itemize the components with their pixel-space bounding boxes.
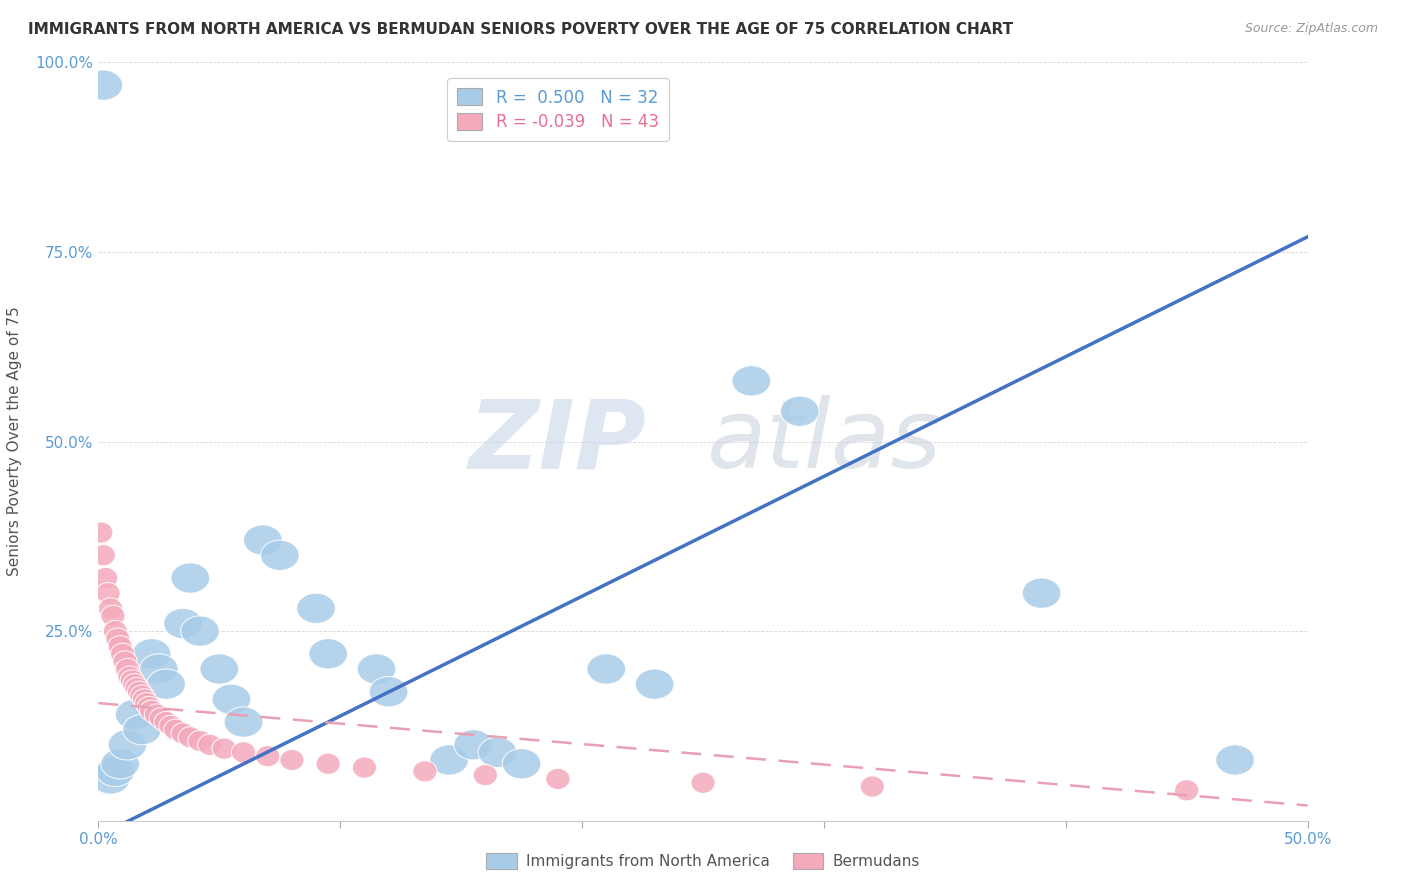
Ellipse shape: [101, 748, 139, 779]
Text: ZIP: ZIP: [470, 395, 647, 488]
Ellipse shape: [1174, 780, 1199, 801]
Ellipse shape: [129, 685, 155, 706]
Ellipse shape: [122, 673, 146, 695]
Ellipse shape: [120, 670, 145, 691]
Ellipse shape: [111, 643, 135, 665]
Ellipse shape: [128, 681, 152, 702]
Ellipse shape: [212, 684, 250, 714]
Ellipse shape: [353, 757, 377, 778]
Ellipse shape: [172, 563, 209, 593]
Ellipse shape: [1022, 578, 1062, 608]
Ellipse shape: [357, 654, 396, 684]
Ellipse shape: [316, 753, 340, 774]
Ellipse shape: [179, 727, 202, 747]
Ellipse shape: [91, 545, 115, 566]
Ellipse shape: [103, 621, 128, 641]
Ellipse shape: [172, 723, 195, 744]
Ellipse shape: [145, 704, 169, 725]
Ellipse shape: [188, 731, 212, 752]
Ellipse shape: [159, 715, 183, 737]
Ellipse shape: [212, 738, 236, 759]
Ellipse shape: [780, 396, 820, 426]
Ellipse shape: [224, 706, 263, 737]
Ellipse shape: [280, 749, 304, 771]
Ellipse shape: [135, 692, 159, 714]
Ellipse shape: [1216, 745, 1254, 775]
Ellipse shape: [733, 366, 770, 396]
Ellipse shape: [860, 776, 884, 797]
Ellipse shape: [454, 730, 492, 760]
Ellipse shape: [84, 70, 122, 100]
Ellipse shape: [138, 697, 162, 717]
Ellipse shape: [430, 745, 468, 775]
Ellipse shape: [155, 712, 179, 732]
Ellipse shape: [139, 700, 163, 722]
Ellipse shape: [636, 669, 673, 699]
Text: IMMIGRANTS FROM NORTH AMERICA VS BERMUDAN SENIORS POVERTY OVER THE AGE OF 75 COR: IMMIGRANTS FROM NORTH AMERICA VS BERMUDA…: [28, 22, 1014, 37]
Ellipse shape: [413, 761, 437, 782]
Ellipse shape: [98, 598, 122, 619]
Ellipse shape: [96, 756, 135, 787]
Ellipse shape: [586, 654, 626, 684]
Ellipse shape: [112, 651, 138, 672]
Ellipse shape: [200, 654, 239, 684]
Ellipse shape: [105, 628, 129, 649]
Ellipse shape: [163, 719, 188, 740]
Ellipse shape: [478, 737, 517, 767]
Ellipse shape: [370, 677, 408, 706]
Ellipse shape: [690, 772, 716, 793]
Ellipse shape: [91, 764, 129, 794]
Legend: Immigrants from North America, Bermudans: Immigrants from North America, Bermudans: [479, 847, 927, 875]
Ellipse shape: [149, 707, 173, 729]
Ellipse shape: [89, 522, 112, 543]
Ellipse shape: [546, 768, 569, 789]
Ellipse shape: [474, 764, 498, 786]
Ellipse shape: [96, 582, 120, 604]
Ellipse shape: [180, 616, 219, 646]
Text: atlas: atlas: [706, 395, 942, 488]
Ellipse shape: [118, 666, 142, 687]
Ellipse shape: [132, 689, 156, 710]
Ellipse shape: [139, 654, 179, 684]
Ellipse shape: [502, 748, 541, 779]
Ellipse shape: [101, 606, 125, 626]
Ellipse shape: [115, 699, 155, 730]
Text: Source: ZipAtlas.com: Source: ZipAtlas.com: [1244, 22, 1378, 36]
Ellipse shape: [94, 567, 118, 589]
Y-axis label: Seniors Poverty Over the Age of 75: Seniors Poverty Over the Age of 75: [7, 307, 21, 576]
Ellipse shape: [146, 669, 186, 699]
Ellipse shape: [198, 734, 222, 756]
Ellipse shape: [108, 636, 132, 657]
Ellipse shape: [115, 658, 139, 680]
Legend: R =  0.500   N = 32, R = -0.039   N = 43: R = 0.500 N = 32, R = -0.039 N = 43: [447, 78, 669, 141]
Ellipse shape: [163, 608, 202, 639]
Ellipse shape: [232, 742, 256, 763]
Ellipse shape: [260, 540, 299, 571]
Ellipse shape: [122, 714, 162, 745]
Ellipse shape: [132, 639, 172, 669]
Ellipse shape: [108, 730, 146, 760]
Ellipse shape: [243, 524, 283, 555]
Ellipse shape: [297, 593, 336, 624]
Ellipse shape: [309, 639, 347, 669]
Ellipse shape: [256, 746, 280, 767]
Ellipse shape: [125, 677, 149, 698]
